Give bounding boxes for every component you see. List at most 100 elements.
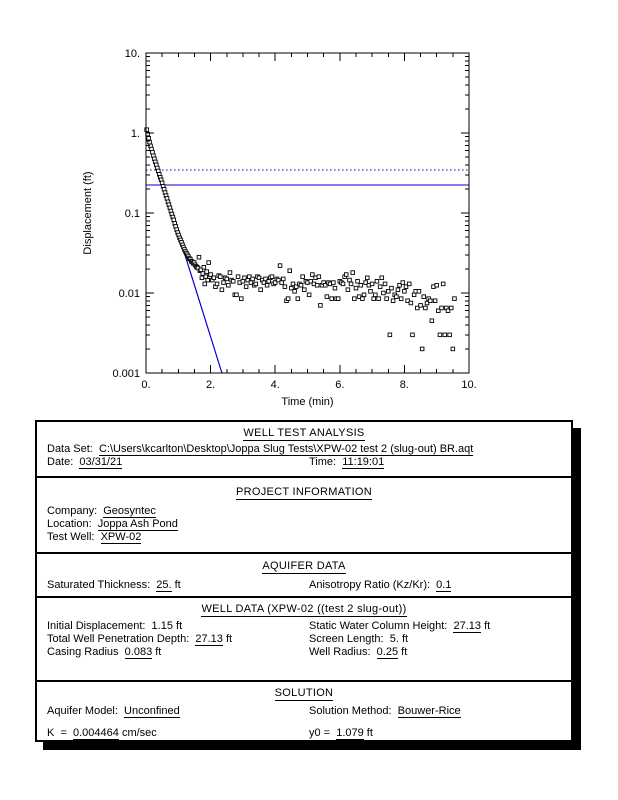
section-title: PROJECT INFORMATION [37, 486, 571, 500]
data-point [439, 305, 444, 311]
data-point [387, 332, 393, 338]
data-point [243, 284, 249, 289]
data-point [206, 260, 211, 265]
data-point [448, 305, 454, 311]
report-row: Date: 03/31/21 Time: 11:19:01 [37, 456, 571, 469]
x-tick-label: 10. [461, 379, 476, 391]
data-point [235, 274, 241, 279]
report-row: Data Set: C:\Users\kcarlton\Desktop\Jopp… [37, 443, 571, 456]
data-point [447, 332, 452, 338]
report-row: Location: Joppa Ash Pond [37, 518, 571, 531]
data-point [204, 269, 209, 274]
data-point [415, 305, 420, 311]
data-point [277, 263, 283, 268]
field-value: C:\Users\kcarlton\Desktop\Joppa Slug Tes… [98, 443, 474, 456]
x-tick-label: 2. [206, 379, 215, 391]
data-point [344, 272, 349, 277]
field-label: Company: [47, 505, 104, 517]
field-value: 1.079 [336, 727, 364, 740]
data-point [429, 318, 435, 323]
data-point [371, 296, 376, 301]
field-unit: ft [222, 633, 233, 645]
data-point [295, 296, 301, 301]
field-value: 03/31/21 [79, 456, 123, 469]
report-row: Saturated Thickness: 25. ft Anisotropy Ra… [37, 579, 571, 592]
data-point [323, 282, 328, 288]
section-title-text: WELL TEST ANALYSIS [243, 427, 365, 441]
section-well-data: WELL DATA (XPW-02 ((test 2 slug-out)) Ini… [37, 596, 571, 680]
field-unit: ft [481, 620, 491, 632]
data-point [240, 279, 246, 284]
field-label: Anisotropy Ratio (Kz/Kr): [309, 579, 437, 591]
data-point [452, 296, 457, 301]
data-point [331, 280, 336, 285]
axis-ticks [145, 52, 470, 374]
report-row: K = 0.004464 cm/sec y0 = 1.079 ft [37, 727, 571, 740]
data-point [395, 287, 401, 292]
data-point [421, 294, 427, 299]
data-point [324, 294, 330, 299]
data-point [423, 305, 428, 311]
data-point [408, 300, 414, 306]
field-label: Location: [47, 518, 98, 530]
data-point [159, 180, 165, 186]
data-point [440, 281, 446, 287]
data-point [340, 281, 346, 287]
data-point [219, 287, 225, 292]
data-point [365, 275, 370, 281]
data-point [377, 284, 383, 289]
data-point [224, 276, 229, 282]
data-point [400, 280, 406, 285]
displacement-time-chart: 0. 2. 4. 6. 8. 10. 10. 1. 0.1 0.01 0.001 Time (min… [82, 48, 477, 408]
data-point [263, 276, 268, 282]
data-point [358, 282, 364, 288]
report-table: WELL TEST ANALYSIS Data Set: C:\Users\kca… [35, 420, 573, 742]
field: Test Well: XPW-02 [47, 531, 142, 544]
data-point [386, 289, 391, 294]
data-point [227, 270, 233, 275]
data-point [418, 303, 423, 308]
section-title: WELL DATA (XPW-02 ((test 2 slug-out)) [37, 603, 571, 617]
section-title-text: SOLUTION [274, 687, 334, 701]
section-title: SOLUTION [37, 687, 571, 701]
data-point [316, 274, 322, 279]
data-point [218, 274, 223, 279]
data-point [171, 217, 177, 223]
field: Screen Length: 5. ft [309, 633, 408, 646]
data-point [345, 287, 351, 292]
field-value: 5. [389, 633, 399, 645]
data-point [144, 127, 149, 132]
data-point [298, 282, 304, 288]
data-point [230, 279, 236, 284]
data-point [360, 296, 365, 301]
field-label: Solution Method: [309, 705, 398, 717]
data-point [352, 296, 357, 301]
section-title-text: AQUIFER DATA [262, 560, 346, 574]
section-title: AQUIFER DATA [37, 560, 571, 574]
data-point [347, 277, 352, 283]
field: Data Set: C:\Users\kcarlton\Desktop\Jopp… [47, 443, 474, 456]
field-value: 27.13 [453, 620, 482, 633]
x-axis-title: Time (min) [281, 396, 334, 408]
y-axis-title: Displacement (ft) [82, 171, 94, 255]
data-point [350, 270, 355, 275]
section-well-test-analysis: WELL TEST ANALYSIS Data Set: C:\Users\kca… [37, 422, 571, 476]
field-value: Joppa Ash Pond [97, 518, 178, 531]
data-point [376, 296, 381, 301]
field: Solution Method: Bouwer-Rice [309, 705, 461, 718]
field-label: Aquifer Model: [47, 705, 125, 717]
data-point [442, 332, 448, 338]
data-point [369, 281, 375, 287]
data-point [242, 275, 247, 281]
report-row: Total Well Penetration Depth: 27.13 ft Sc… [37, 633, 571, 646]
section-title: WELL TEST ANALYSIS [37, 427, 571, 441]
data-point [329, 296, 334, 301]
field: Location: Joppa Ash Pond [47, 518, 178, 531]
field-label: K = [47, 727, 73, 739]
data-point [427, 298, 433, 304]
data-point [302, 287, 307, 292]
y-tick-label: 0.01 [119, 288, 140, 300]
field-value: Unconfined [124, 705, 180, 718]
x-tick-label: 6. [335, 379, 344, 391]
data-point [318, 303, 323, 308]
